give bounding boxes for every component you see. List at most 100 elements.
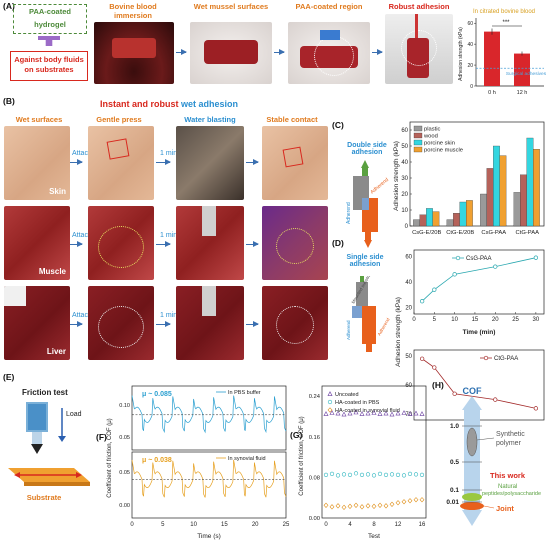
double-side-schematic: Adherend Adherend bbox=[346, 160, 390, 248]
against-box: Against body fluids on substrates bbox=[10, 51, 88, 81]
g-point bbox=[323, 502, 329, 508]
panel-h-diagram: COF 1.0 0.5 0.1 0.01 Synthetic polymer T… bbox=[446, 386, 541, 526]
c-legend-swatch bbox=[413, 139, 423, 146]
g-point bbox=[365, 410, 371, 416]
f-xtick-label: 0 bbox=[130, 522, 134, 528]
d-xtick-label: 10 bbox=[451, 317, 458, 323]
g-point bbox=[377, 502, 383, 508]
g-point bbox=[407, 411, 413, 416]
d-top-point bbox=[419, 299, 425, 304]
g-point bbox=[419, 497, 425, 503]
one-min-label-1: 1 min bbox=[160, 150, 178, 157]
paa-coated-photo bbox=[288, 22, 370, 84]
g-point bbox=[365, 503, 371, 509]
f-ytick: 0.00 bbox=[119, 503, 130, 509]
g-point bbox=[323, 472, 329, 477]
significance-mark: *** bbox=[502, 20, 510, 26]
f-legend-label: In synovial fluid bbox=[228, 456, 266, 462]
f-mu-label: μ ~ 0.038 bbox=[142, 457, 172, 464]
c-xtick-label: CtG-PAA bbox=[516, 230, 540, 236]
panel-a-label: (A) bbox=[3, 1, 15, 11]
wet-mussel-photo bbox=[190, 22, 272, 84]
d-xtick-label: 30 bbox=[533, 317, 540, 323]
c-bar bbox=[513, 192, 521, 227]
f-trace bbox=[131, 459, 287, 498]
c-xtick-label: CsG-PAA bbox=[481, 230, 506, 236]
g-point bbox=[413, 410, 419, 416]
row-label-skin: Skin bbox=[49, 187, 66, 196]
g-point bbox=[353, 502, 359, 508]
one-min-label-3: 1 min bbox=[160, 312, 178, 319]
c-legend-label: porcine skin bbox=[424, 141, 455, 147]
joint-label: Joint bbox=[496, 504, 514, 513]
d-top-point bbox=[533, 255, 539, 260]
c-legend-swatch bbox=[413, 146, 423, 153]
panel-c-chart: Adhesion strength (kPa) 0 10 20 30 40 50 60 Cs… bbox=[393, 121, 545, 236]
cof-tick-1: 1.0 bbox=[450, 423, 459, 430]
g-ytick-label: 0.00 bbox=[309, 516, 320, 522]
blood-immersion-photo bbox=[94, 22, 174, 84]
friction-schematic: Load Substrate bbox=[8, 402, 90, 502]
this-work-label: This work bbox=[490, 471, 526, 480]
panel-f-label: (F) bbox=[96, 432, 107, 442]
g-point bbox=[329, 504, 335, 510]
liver-press-photo bbox=[88, 286, 154, 360]
f-mu-label: μ ~ 0.085 bbox=[142, 391, 172, 398]
c-bar bbox=[526, 137, 534, 227]
d-bot-ytick: 50 bbox=[405, 354, 412, 360]
muscle-wet-photo: Muscle bbox=[4, 206, 70, 280]
liver-water-photo bbox=[176, 286, 244, 360]
arrow-a1 bbox=[176, 49, 187, 55]
g-point bbox=[383, 472, 389, 477]
d-bot-point bbox=[452, 391, 457, 396]
f-xtick-label: 10 bbox=[190, 522, 197, 528]
c-ytick-label: 60 bbox=[401, 128, 408, 134]
hydrogel-box: PAA-coated hydrogel bbox=[13, 4, 87, 34]
adherend-label-c2: Adherend bbox=[369, 177, 390, 196]
a-bar bbox=[514, 53, 530, 86]
panel-d-chart: Adhesion strength (kPa) 20 40 60 0 5 10 15 20 25… bbox=[395, 249, 545, 421]
arrow-b1c bbox=[246, 159, 259, 165]
g-point bbox=[419, 411, 425, 416]
a-bar bbox=[484, 31, 500, 87]
step-label-4: Robust adhesion bbox=[388, 2, 450, 11]
cof-tick-2: 0.5 bbox=[450, 459, 459, 466]
adherend-label-c1: Adherend bbox=[346, 202, 352, 224]
muscle-stable-photo bbox=[262, 206, 328, 280]
c-bar bbox=[453, 213, 460, 227]
panel-a-chart: In citrated bovine blood Adhesion streng… bbox=[456, 4, 548, 102]
arrow-b3b bbox=[156, 321, 171, 327]
single-side-title: Single side adhesion bbox=[346, 254, 384, 268]
g-point bbox=[401, 410, 407, 415]
c-bar bbox=[499, 155, 507, 227]
skin-water-photo bbox=[176, 126, 244, 200]
c-ytick-label: 20 bbox=[401, 192, 408, 198]
chart-a-title: In citrated bovine blood bbox=[473, 9, 535, 15]
d-xtick-label: 20 bbox=[492, 317, 499, 323]
c-ytick-label: 50 bbox=[401, 144, 408, 150]
c-ytick-label: 30 bbox=[401, 176, 408, 182]
c-ytick-label: 40 bbox=[401, 160, 408, 166]
g-point bbox=[407, 498, 413, 504]
joint-marker bbox=[460, 502, 484, 510]
down-arrow-icon bbox=[38, 36, 60, 46]
d-bot-ytick: 70 bbox=[405, 412, 412, 418]
double-side-title: Double side adhesion bbox=[347, 142, 387, 156]
row-label-liver: Liver bbox=[46, 347, 66, 356]
c-bar bbox=[493, 145, 500, 227]
g-point bbox=[377, 471, 383, 476]
c-ytick-label: 0 bbox=[405, 224, 409, 230]
arrow-b3c bbox=[246, 321, 259, 327]
synthetic-label-2: polymer bbox=[496, 440, 522, 447]
f-ytick: 0.05 bbox=[119, 435, 130, 441]
g-legend-label: Uncoated bbox=[335, 392, 359, 398]
one-min-label-2: 1 min bbox=[160, 232, 178, 239]
c-bar bbox=[480, 193, 487, 227]
d-top-legend-label: CsG-PAA bbox=[466, 256, 492, 262]
g-point bbox=[395, 472, 401, 477]
a-ytick-label: 60 bbox=[467, 21, 473, 27]
c-bar bbox=[432, 211, 440, 227]
c-bar bbox=[486, 168, 494, 227]
c-bar bbox=[459, 201, 467, 227]
robust-adhesion-photo bbox=[385, 14, 453, 84]
